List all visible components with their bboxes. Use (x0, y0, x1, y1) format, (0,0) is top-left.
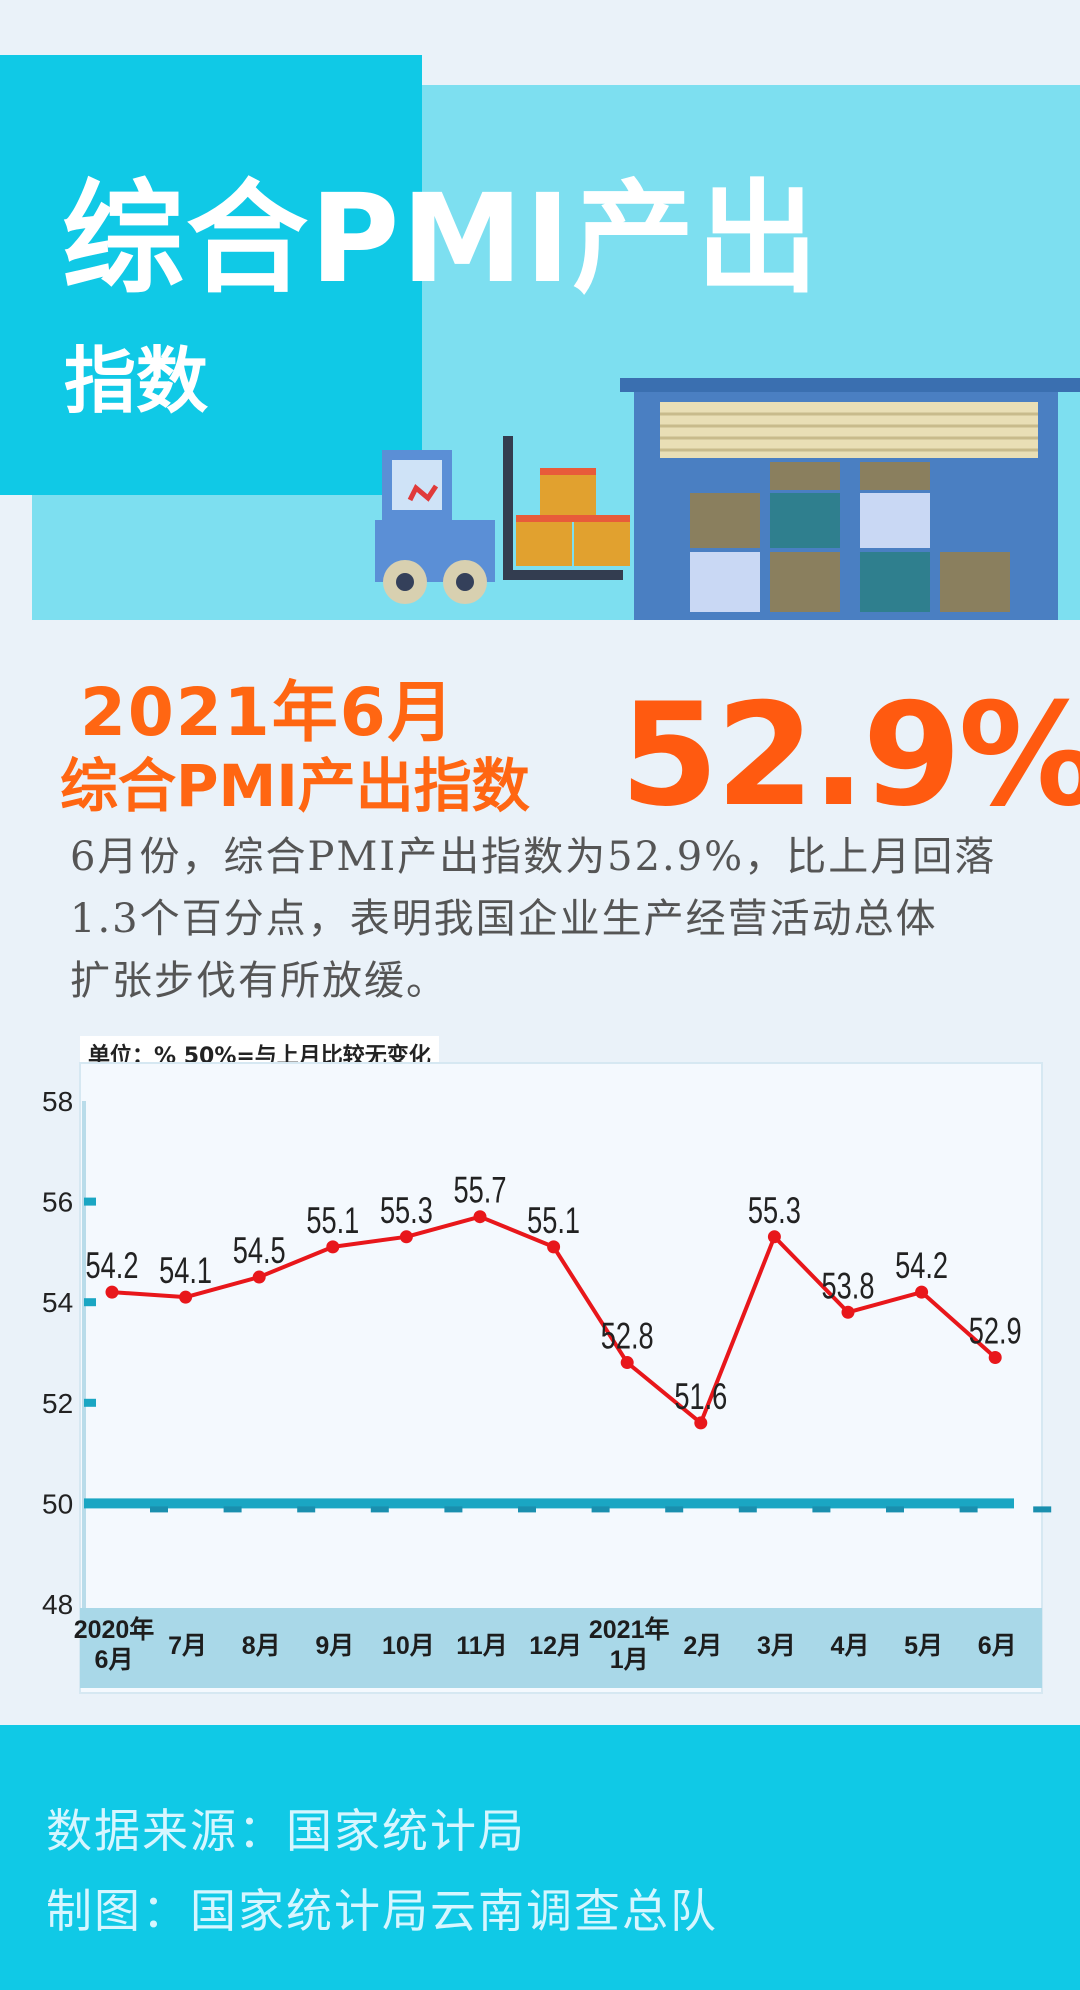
data-point (473, 1210, 487, 1224)
data-point (915, 1285, 929, 1299)
y-tick-label: 52 (42, 1388, 73, 1419)
headline-index-name: 综合PMI产出指数 (60, 752, 530, 820)
plot-area (80, 1063, 1042, 1693)
pmi-line-chart: 58 56 54 52 50 48 54.2 54.1 54.5 55.1 55.3 55.7 55.1… (42, 1062, 1052, 1694)
x-tick-label: 12月 (529, 1632, 582, 1660)
reference-line-shadow (591, 1506, 610, 1513)
reference-line-shadow (665, 1506, 684, 1513)
data-source-text: 数据来源：国家统计局 (46, 1804, 526, 1858)
data-label: 52.8 (601, 1316, 654, 1357)
data-label: 55.1 (306, 1200, 359, 1241)
warehouse-forklift-illustration (375, 378, 1080, 620)
x-tick-label: 2021年 1月 (589, 1615, 670, 1674)
data-label: 55.1 (527, 1200, 580, 1241)
plot-border (79, 1062, 1043, 1694)
y-tick-mark (84, 1398, 96, 1407)
reference-line-shadow (959, 1506, 978, 1513)
data-point (179, 1290, 193, 1304)
description-line: 扩张步伐有所放缓。 (70, 958, 448, 1004)
x-tick-label: 6月 (978, 1632, 1017, 1660)
data-point (252, 1270, 266, 1284)
data-label: 54.2 (895, 1245, 948, 1286)
hero-title-panel (0, 55, 422, 495)
headline-value: 52.9% (620, 673, 1080, 838)
x-tick-label: 10月 (382, 1632, 435, 1660)
page-title: 综合PMI产出 (62, 168, 821, 310)
chart-credit-text: 制图：国家统计局云南调查总队 (46, 1884, 718, 1938)
x-tick-label: 2020年 6月 (74, 1615, 155, 1674)
description-line: 1.3个百分点，表明我国企业生产经营活动总体 (70, 896, 938, 942)
data-point (547, 1240, 561, 1254)
headline-date: 2021年6月 (80, 674, 456, 751)
x-tick-label: 7月 (168, 1632, 207, 1660)
y-tick-mark (84, 1197, 96, 1206)
reference-line-shadow (297, 1506, 316, 1513)
description-paragraph: 6月份，综合PMI产出指数为52.9%，比上月回落 1.3个百分点，表明我国企业… (70, 826, 1020, 1012)
data-label: 53.8 (822, 1265, 875, 1306)
x-tick-label: 11月 (456, 1632, 507, 1660)
data-point (767, 1230, 781, 1244)
data-point (620, 1356, 634, 1370)
x-tick-label: 2月 (683, 1632, 722, 1660)
data-point (988, 1351, 1002, 1365)
reference-line-shadow (812, 1506, 831, 1513)
warehouse-icon (620, 378, 1080, 620)
data-label: 52.9 (969, 1311, 1022, 1352)
data-point (841, 1305, 855, 1319)
reference-line-shadow (150, 1506, 168, 1513)
footer-band: 数据来源：国家统计局 制图：国家统计局云南调查总队 (0, 1725, 1080, 1990)
x-tick-label: 3月 (757, 1632, 796, 1660)
data-label: 54.5 (233, 1230, 286, 1271)
data-label: 51.6 (674, 1376, 727, 1417)
data-label: 55.3 (380, 1190, 433, 1231)
y-tick-label: 58 (42, 1086, 73, 1117)
data-point (326, 1240, 340, 1254)
reference-line-shadow (370, 1506, 389, 1513)
data-label: 54.2 (86, 1245, 139, 1286)
page-subtitle: 指数 (64, 339, 209, 423)
reference-line-shadow (1033, 1506, 1052, 1513)
y-tick-label: 56 (42, 1187, 73, 1218)
x-axis-band (80, 1608, 1042, 1688)
data-label: 54.1 (159, 1250, 212, 1291)
reference-line-50 (84, 1498, 1014, 1509)
data-label: 55.3 (748, 1190, 801, 1231)
data-label: 55.7 (454, 1170, 507, 1211)
forklift-icon (375, 436, 630, 604)
data-point (105, 1285, 119, 1299)
reference-line-shadow (886, 1506, 904, 1513)
y-tick-label: 54 (42, 1287, 73, 1318)
reference-line-shadow (444, 1506, 463, 1513)
y-tick-label: 48 (42, 1589, 73, 1620)
y-tick-mark (84, 1298, 96, 1307)
reference-line-shadow (223, 1506, 242, 1513)
x-tick-label: 8月 (242, 1632, 281, 1660)
x-tick-label: 9月 (315, 1632, 354, 1660)
data-point (399, 1230, 413, 1244)
data-point (694, 1416, 708, 1430)
description-line: 6月份，综合PMI产出指数为52.9%，比上月回落 (70, 834, 997, 880)
reference-line-shadow (738, 1506, 757, 1513)
x-tick-label: 5月 (904, 1632, 943, 1660)
reference-line-shadow (518, 1506, 536, 1513)
x-tick-label: 4月 (831, 1632, 870, 1660)
y-tick-label: 50 (42, 1488, 73, 1519)
